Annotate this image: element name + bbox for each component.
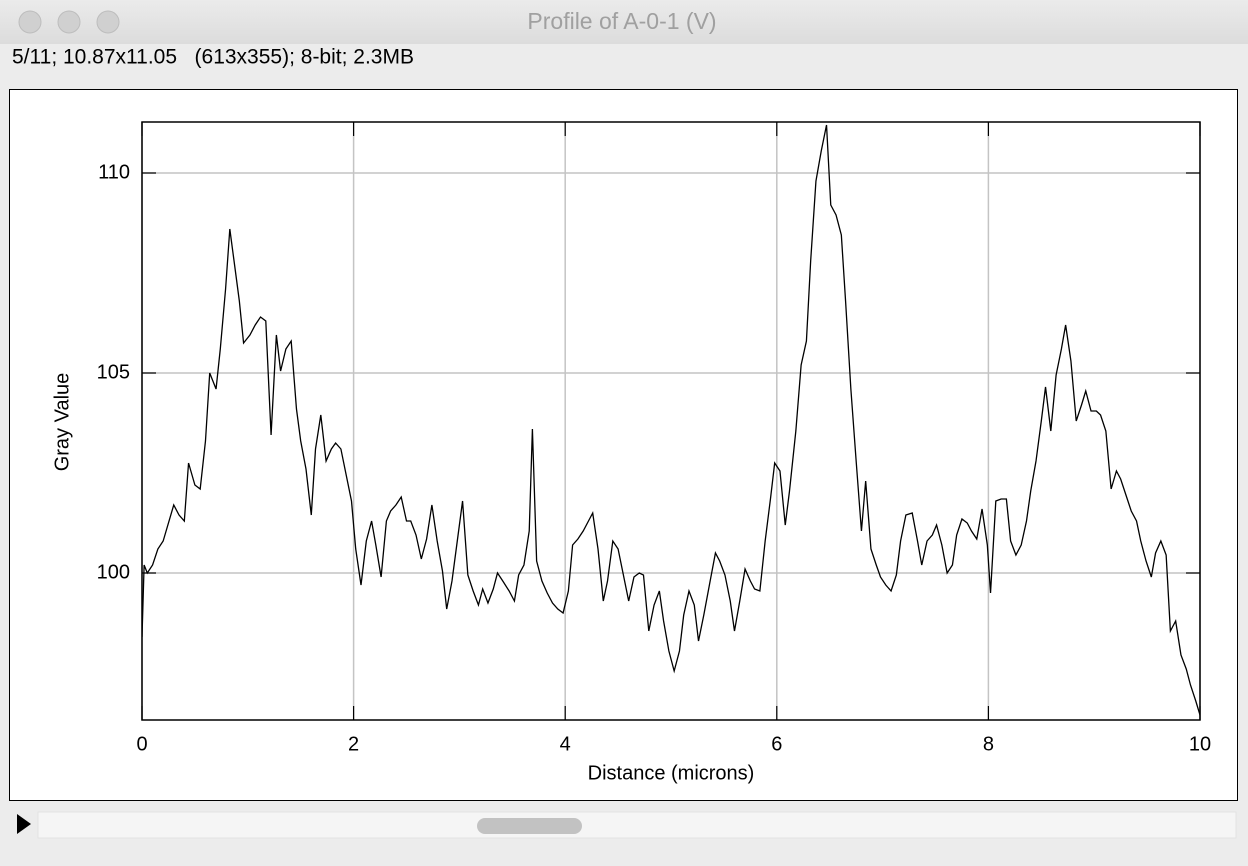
window-title: Profile of A-0-1 (V) (527, 8, 716, 34)
plot: 0 2 4 6 8 10 100 105 110 (97, 121, 1211, 755)
play-button[interactable] (17, 814, 31, 834)
y-tick-label: 100 (97, 561, 130, 583)
plot-frame (9, 89, 1238, 801)
plot-area-border (141, 121, 1201, 721)
zoom-button[interactable] (96, 10, 120, 34)
scrollbar-thumb[interactable] (477, 818, 582, 834)
x-tick-label: 6 (771, 733, 782, 755)
y-tick-label: 110 (98, 161, 130, 183)
close-button[interactable] (18, 10, 42, 34)
x-axis-label: Distance (microns) (588, 762, 755, 784)
title-bar (0, 0, 1248, 44)
y-axis-label: Gray Value (51, 373, 73, 472)
y-tick-label: 105 (97, 361, 130, 383)
minimize-button[interactable] (57, 10, 81, 34)
x-tick-label: 8 (983, 733, 994, 755)
x-tick-label: 10 (1189, 733, 1211, 755)
x-tick-label: 0 (136, 733, 147, 755)
image-info: 5/11; 10.87x11.05 (613x355); 8-bit; 2.3M… (12, 46, 414, 69)
scrollbar-track[interactable] (37, 811, 1237, 839)
profile-line (142, 124, 1200, 716)
x-tick-label: 4 (560, 733, 571, 755)
x-tick-label: 2 (348, 733, 359, 755)
